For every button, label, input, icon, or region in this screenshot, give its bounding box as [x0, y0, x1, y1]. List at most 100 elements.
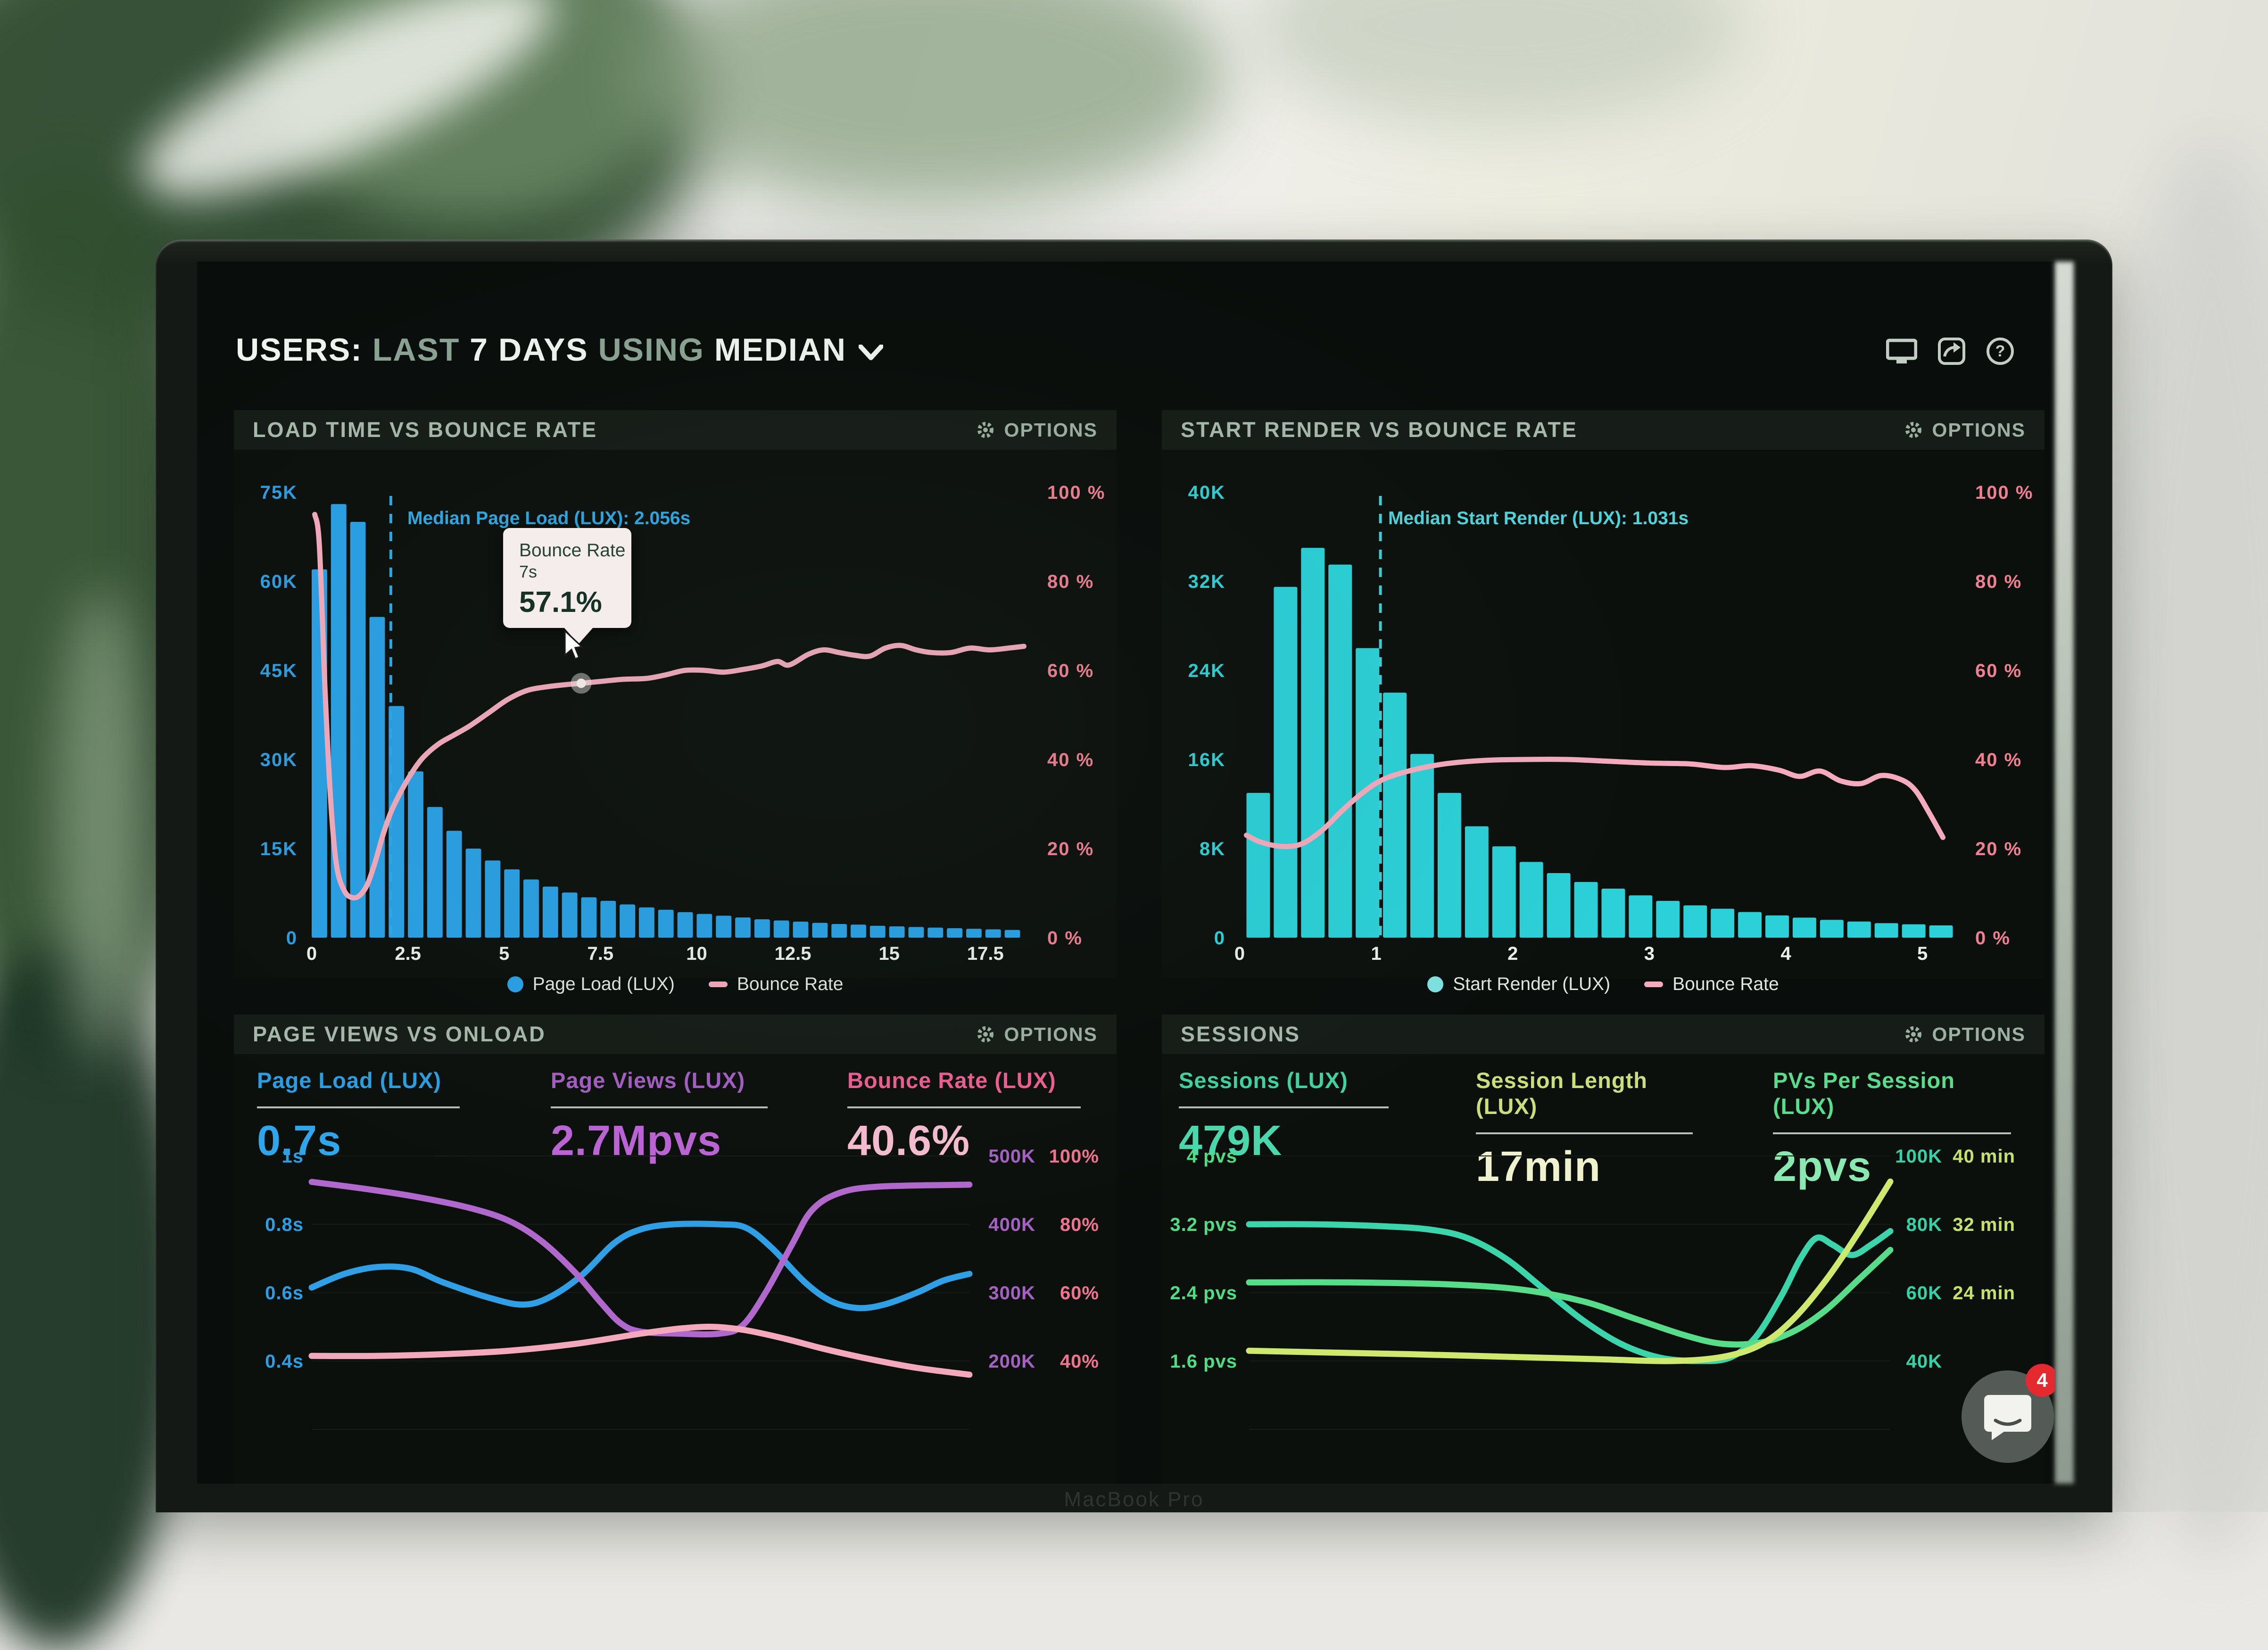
chart-legend: Page Load (LUX) Bounce Rate — [234, 974, 1117, 995]
title-segment: LAST — [363, 332, 460, 368]
share-icon[interactable] — [1938, 338, 1965, 367]
options-button[interactable]: OPTIONS — [976, 1023, 1098, 1046]
svg-text:15K: 15K — [260, 839, 298, 859]
options-label: OPTIONS — [1932, 1023, 2026, 1046]
options-button[interactable]: OPTIONS — [1904, 1023, 2026, 1046]
svg-text:1s: 1s — [282, 1146, 304, 1167]
svg-text:500K: 500K — [988, 1146, 1035, 1167]
svg-text:20 %: 20 % — [1047, 839, 1094, 859]
legend-item[interactable]: Page Load (LUX) — [507, 974, 675, 995]
svg-text:2: 2 — [1507, 943, 1518, 964]
svg-text:40 %: 40 % — [1047, 750, 1094, 770]
header-icon-bar: ? — [1886, 337, 2014, 368]
legend-item[interactable]: Bounce Rate — [709, 974, 844, 995]
svg-text:4: 4 — [1780, 943, 1791, 964]
svg-text:12.5: 12.5 — [775, 943, 811, 964]
legend-label: Start Render (LUX) — [1453, 974, 1610, 995]
legend-marker — [709, 982, 728, 987]
median-annotation: Median Page Load (LUX): 2.056s — [407, 508, 690, 529]
svg-text:80K: 80K — [1906, 1214, 1942, 1235]
legend-marker — [1644, 982, 1663, 987]
chat-launcher[interactable]: 4 — [1962, 1370, 2054, 1463]
options-label: OPTIONS — [1004, 419, 1098, 441]
svg-text:400K: 400K — [988, 1214, 1035, 1235]
chart-legend: Start Render (LUX) Bounce Rate — [1162, 974, 2045, 995]
wall-blur — [2089, 141, 2268, 1556]
svg-text:75K: 75K — [260, 482, 298, 503]
svg-text:80%: 80% — [1060, 1214, 1099, 1235]
svg-text:24K: 24K — [1188, 660, 1225, 681]
svg-text:7.5: 7.5 — [588, 943, 614, 964]
title-segment: MEDIAN — [704, 332, 846, 368]
svg-text:100 %: 100 % — [1047, 482, 1105, 503]
panel-start-render-vs-bounce-rate: START RENDER VS BOUNCE RATE OPTIONS 40K 3… — [1162, 410, 2045, 978]
median-annotation: Median Start Render (LUX): 1.031s — [1388, 508, 1689, 529]
legend-item[interactable]: Bounce Rate — [1644, 974, 1779, 995]
dashboard-title-dropdown[interactable]: USERS: LAST 7 DAYS USING MEDIAN — [236, 331, 883, 368]
panel-header: LOAD TIME VS BOUNCE RATE OPTIONS — [234, 410, 1117, 450]
svg-text:200K: 200K — [988, 1351, 1035, 1372]
panel-title: SESSIONS — [1181, 1022, 1300, 1047]
title-segment: USING — [588, 332, 704, 368]
panel-header: PAGE VIEWS VS ONLOAD OPTIONS — [234, 1015, 1117, 1054]
svg-text:15: 15 — [878, 943, 900, 964]
svg-text:300K: 300K — [988, 1283, 1035, 1304]
svg-text:?: ? — [1995, 342, 2005, 360]
svg-text:100K: 100K — [1895, 1146, 1942, 1167]
svg-text:20 %: 20 % — [1975, 839, 2022, 859]
help-icon[interactable]: ? — [1986, 337, 2014, 368]
svg-text:1.6 pvs: 1.6 pvs — [1170, 1351, 1237, 1372]
panel-header: START RENDER VS BOUNCE RATE OPTIONS — [1162, 410, 2045, 450]
svg-text:2.5: 2.5 — [395, 943, 421, 964]
gear-icon — [976, 420, 995, 440]
panel-title: START RENDER VS BOUNCE RATE — [1181, 418, 1578, 442]
svg-text:5: 5 — [1917, 943, 1928, 964]
svg-text:3.2 pvs: 3.2 pvs — [1170, 1214, 1237, 1235]
tooltip-series: Bounce Rate — [519, 540, 627, 561]
svg-text:60 %: 60 % — [1975, 660, 2022, 681]
svg-text:0: 0 — [306, 943, 317, 964]
title-segment: 7 DAYS — [460, 332, 588, 368]
page-views-onload-chart: 1s0.8s0.6s0.4s500K400K300K200K100%80%60%… — [234, 1054, 1117, 1483]
chevron-down-icon[interactable] — [859, 331, 883, 368]
svg-text:100 %: 100 % — [1975, 482, 2033, 503]
laptop-brand-label: MacBook Pro — [156, 1488, 2112, 1511]
options-label: OPTIONS — [1004, 1023, 1098, 1046]
svg-text:5: 5 — [499, 943, 509, 964]
display-icon[interactable] — [1886, 338, 1917, 367]
chart-tooltip: Bounce Rate 7s 57.1% — [503, 528, 631, 628]
legend-item[interactable]: Start Render (LUX) — [1427, 974, 1610, 995]
plant-leaf-blur — [637, 0, 1226, 207]
svg-text:32K: 32K — [1188, 571, 1225, 592]
panel-page-views-vs-onload: PAGE VIEWS VS ONLOAD OPTIONS Page Load (… — [234, 1015, 1117, 1483]
dashboard-screen: USERS: LAST 7 DAYS USING MEDIAN ? LOAD T… — [197, 262, 2055, 1484]
plant-highlight-blur — [57, 589, 151, 1061]
svg-text:60 %: 60 % — [1047, 660, 1094, 681]
svg-text:80 %: 80 % — [1047, 571, 1094, 592]
options-button[interactable]: OPTIONS — [1904, 419, 2026, 441]
svg-text:4 pvs: 4 pvs — [1187, 1146, 1237, 1167]
plant-leaf-blur — [1250, 0, 1745, 127]
svg-text:0 %: 0 % — [1975, 928, 2011, 949]
options-button[interactable]: OPTIONS — [976, 419, 1098, 441]
svg-text:3: 3 — [1644, 943, 1655, 964]
svg-text:10: 10 — [686, 943, 707, 964]
svg-text:60K: 60K — [1906, 1283, 1942, 1304]
svg-text:40K: 40K — [1188, 482, 1225, 503]
gear-icon — [1904, 1024, 1923, 1044]
svg-text:0: 0 — [1234, 943, 1245, 964]
legend-label: Bounce Rate — [1672, 974, 1779, 995]
title-segment: USERS: — [236, 332, 363, 368]
svg-text:30K: 30K — [260, 750, 298, 770]
svg-text:40 %: 40 % — [1975, 750, 2022, 770]
panel-title: PAGE VIEWS VS ONLOAD — [253, 1022, 546, 1047]
panel-title: LOAD TIME VS BOUNCE RATE — [253, 418, 597, 442]
gear-icon — [976, 1024, 995, 1044]
svg-text:0 %: 0 % — [1047, 928, 1083, 949]
svg-text:0: 0 — [1214, 928, 1225, 949]
svg-text:0.6s: 0.6s — [265, 1283, 304, 1304]
